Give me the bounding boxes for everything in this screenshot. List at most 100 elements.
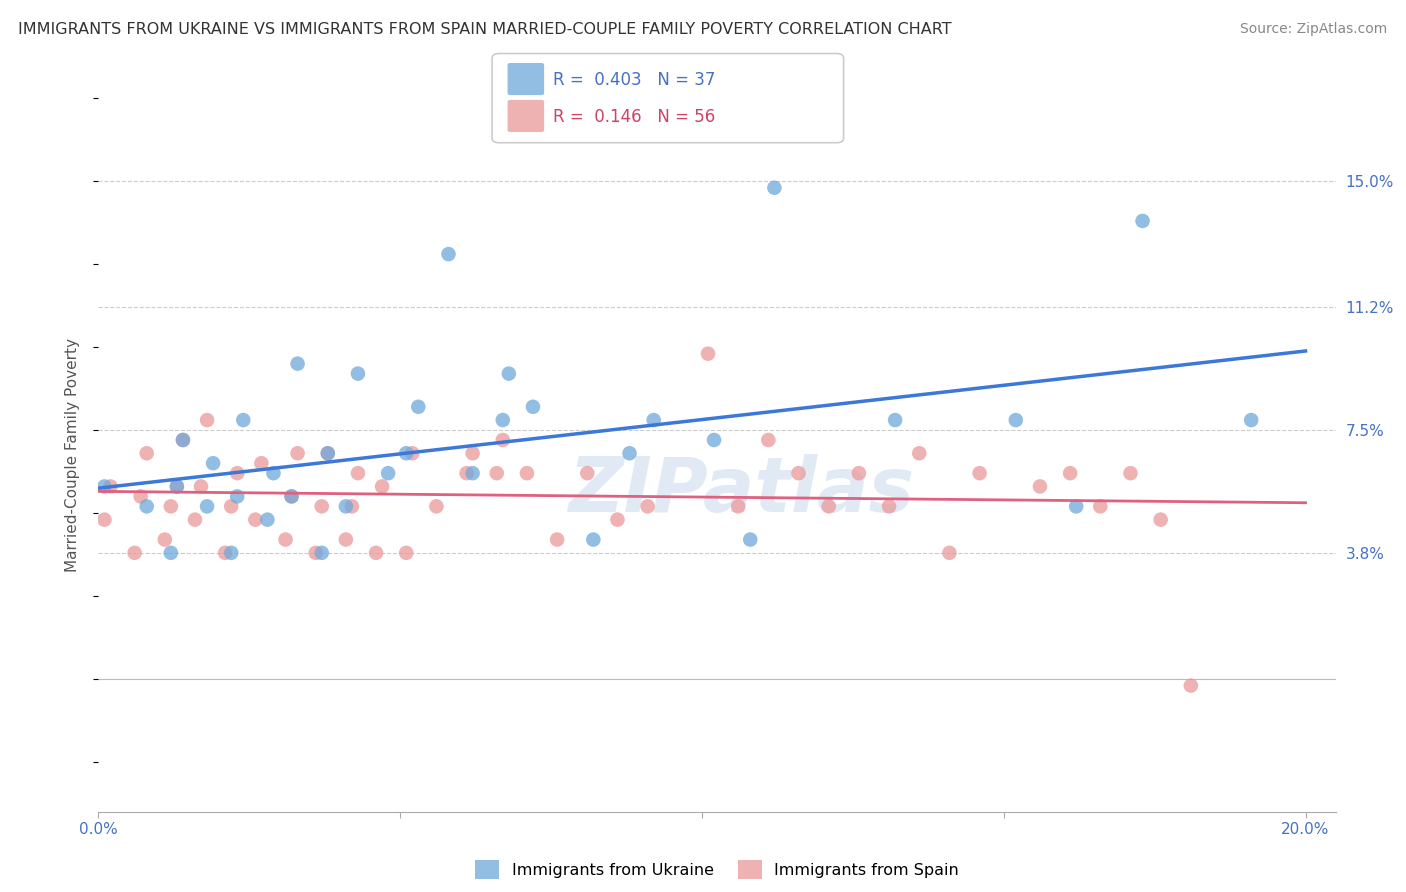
Point (1090, 500, 1112, 514)
Point (582, 533, 605, 547)
Point (371, 479, 394, 493)
Point (280, 490, 302, 504)
Point (166, 479, 188, 493)
Legend: Immigrants from Ukraine, Immigrants from Spain: Immigrants from Ukraine, Immigrants from… (468, 854, 966, 886)
Point (395, 446, 418, 460)
Point (908, 446, 931, 460)
Text: ZIPatlas: ZIPatlas (569, 454, 915, 527)
Text: R =  0.146   N = 56: R = 0.146 N = 56 (553, 109, 714, 127)
Point (697, 347, 720, 361)
Point (262, 466, 284, 480)
Point (226, 466, 249, 480)
Point (1119, 466, 1142, 480)
Text: R =  0.403   N = 37: R = 0.403 N = 37 (553, 71, 714, 89)
Point (195, 500, 218, 514)
Point (969, 466, 991, 480)
Point (129, 490, 152, 504)
Point (195, 413, 218, 427)
Point (190, 479, 212, 493)
Point (408, 400, 430, 414)
Point (311, 546, 333, 560)
Point (347, 367, 370, 381)
Point (316, 446, 339, 460)
Point (485, 466, 508, 480)
Point (401, 446, 423, 460)
Point (492, 433, 515, 447)
Point (492, 413, 515, 427)
Point (377, 466, 399, 480)
Point (516, 466, 538, 480)
Point (311, 500, 333, 514)
Point (184, 513, 207, 527)
Point (256, 513, 278, 527)
Point (938, 546, 960, 560)
Point (153, 533, 176, 547)
Point (437, 247, 460, 261)
Point (848, 466, 870, 480)
Point (763, 180, 786, 194)
Point (340, 500, 363, 514)
Point (335, 533, 357, 547)
Point (1064, 500, 1087, 514)
Point (93, 479, 115, 493)
Point (287, 446, 309, 460)
Point (461, 466, 484, 480)
Point (1150, 513, 1173, 527)
Point (637, 500, 659, 514)
Point (456, 466, 478, 480)
Point (1059, 466, 1081, 480)
Point (425, 500, 447, 514)
Point (287, 357, 309, 371)
Point (316, 446, 339, 460)
Point (1180, 679, 1202, 693)
Point (160, 500, 183, 514)
Point (335, 500, 357, 514)
Point (817, 500, 839, 514)
Point (364, 546, 387, 560)
Point (756, 433, 779, 447)
Point (160, 546, 183, 560)
Text: IMMIGRANTS FROM UKRAINE VS IMMIGRANTS FROM SPAIN MARRIED-COUPLE FAMILY POVERTY C: IMMIGRANTS FROM UKRAINE VS IMMIGRANTS FR… (18, 22, 952, 37)
Point (135, 446, 157, 460)
Point (787, 466, 810, 480)
Point (606, 513, 628, 527)
Point (643, 413, 665, 427)
Point (172, 433, 194, 447)
Point (100, 479, 122, 493)
Point (172, 433, 194, 447)
Point (219, 546, 242, 560)
Point (1029, 479, 1052, 493)
Point (727, 500, 749, 514)
Point (884, 413, 907, 427)
Point (576, 466, 599, 480)
Point (245, 513, 267, 527)
Point (124, 546, 146, 560)
Point (1004, 413, 1026, 427)
Point (219, 500, 242, 514)
Point (877, 500, 900, 514)
Point (232, 413, 254, 427)
Point (135, 500, 157, 514)
Text: Source: ZipAtlas.com: Source: ZipAtlas.com (1240, 22, 1388, 37)
Point (522, 400, 544, 414)
Point (347, 466, 370, 480)
Point (226, 490, 249, 504)
Y-axis label: Married-Couple Family Poverty: Married-Couple Family Poverty (65, 338, 80, 572)
Point (498, 367, 520, 381)
Point (214, 546, 236, 560)
Point (1132, 214, 1154, 228)
Point (280, 490, 302, 504)
Point (93, 513, 115, 527)
Point (250, 456, 273, 470)
Point (166, 479, 188, 493)
Point (546, 533, 568, 547)
Point (1240, 413, 1263, 427)
Point (202, 456, 225, 470)
Point (305, 546, 328, 560)
Point (619, 446, 641, 460)
Point (274, 533, 297, 547)
Point (461, 446, 484, 460)
Point (703, 433, 725, 447)
Point (740, 533, 762, 547)
Point (395, 546, 418, 560)
